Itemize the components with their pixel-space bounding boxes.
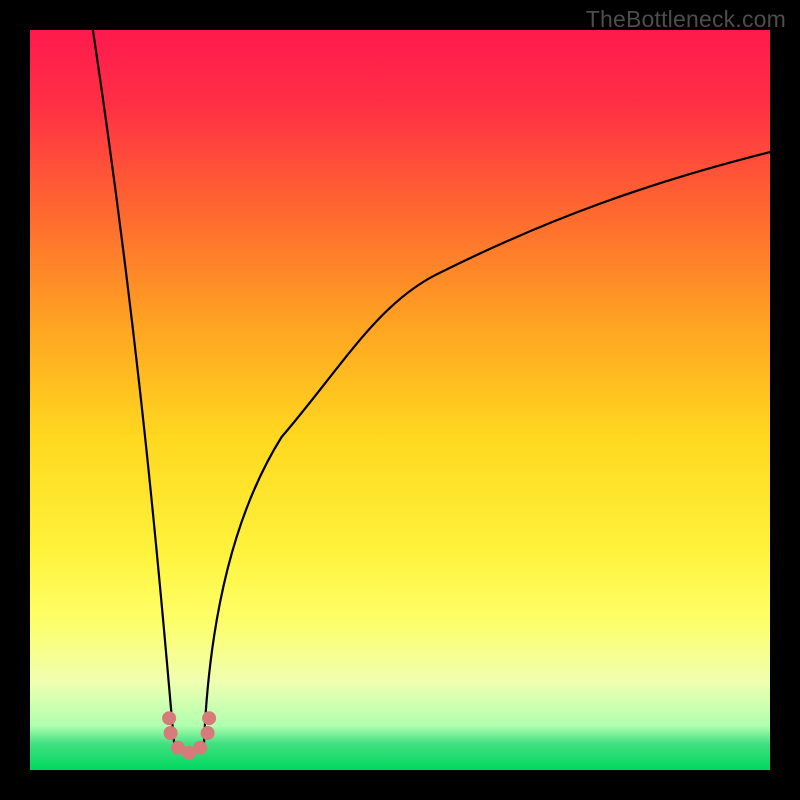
valley-marker — [201, 726, 215, 740]
figure-container: TheBottleneck.com — [0, 0, 800, 800]
valley-marker — [202, 711, 216, 725]
valley-marker — [162, 711, 176, 725]
bottleneck-curve-chart — [0, 0, 800, 800]
valley-marker — [193, 741, 207, 755]
valley-marker — [164, 726, 178, 740]
